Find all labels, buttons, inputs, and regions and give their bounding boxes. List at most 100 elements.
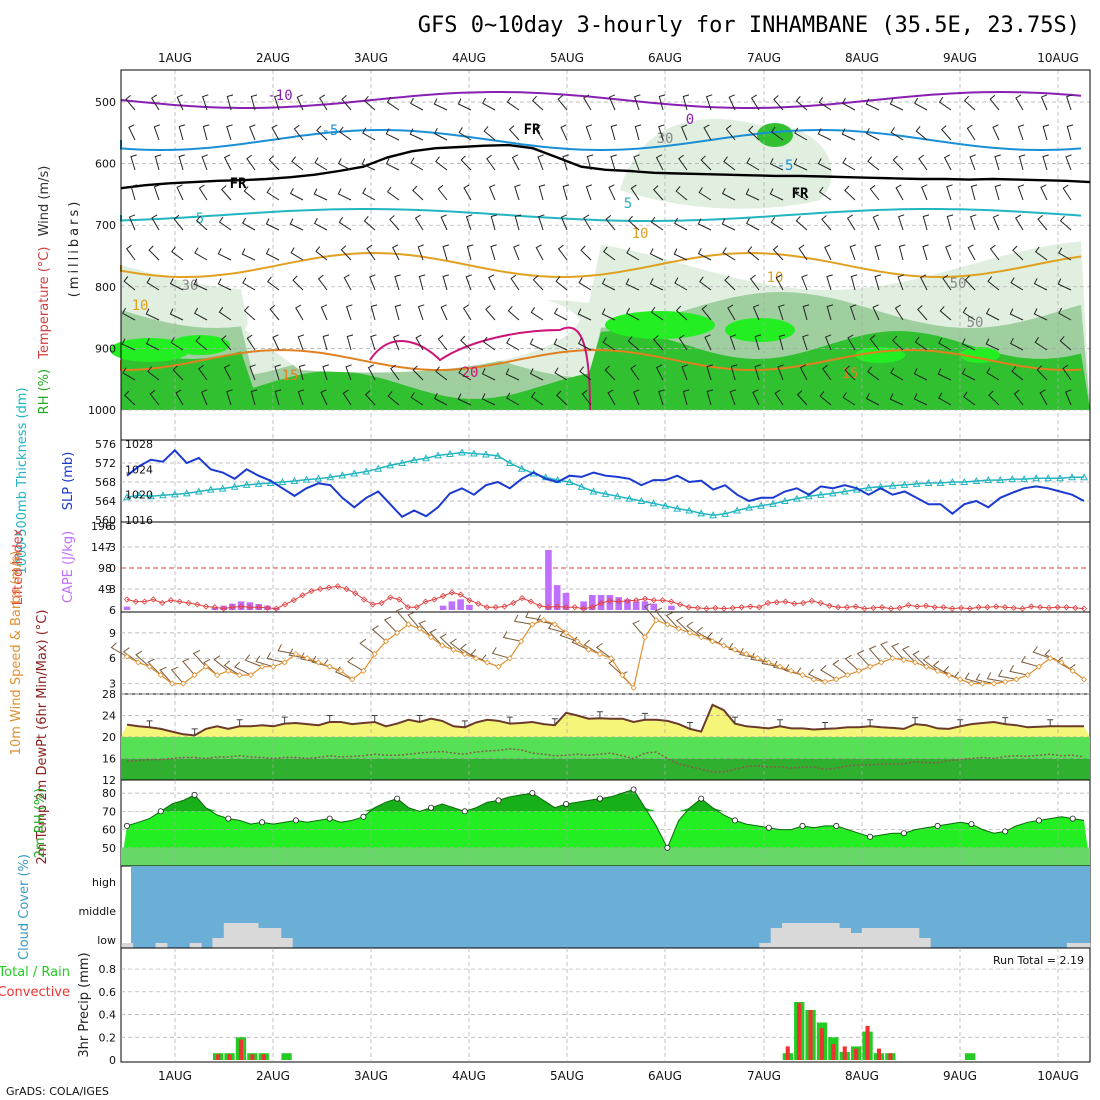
cape-bar xyxy=(457,599,464,610)
low-cloud-bar xyxy=(280,938,293,948)
low-cloud-bar xyxy=(861,928,874,948)
wind-barb xyxy=(1066,124,1074,141)
rh-area-90 xyxy=(960,347,1000,363)
wind-tick-label: 6 xyxy=(109,652,116,665)
wind-barb xyxy=(1011,366,1024,381)
wind-barb xyxy=(531,95,544,111)
surface-wind-barb xyxy=(244,654,263,668)
slp-tick-label: 1016 xyxy=(125,514,153,527)
temp-max-whisker xyxy=(732,716,738,724)
temp-max-whisker xyxy=(1047,719,1054,727)
wind-barb xyxy=(722,247,736,261)
surface-wind-barb xyxy=(880,641,893,659)
li-point xyxy=(773,599,780,606)
wind-barb xyxy=(418,274,426,291)
surface-wind-barb xyxy=(418,620,432,638)
temp-max-whisker xyxy=(326,715,333,722)
temp-max-whisker xyxy=(506,716,513,724)
temp-tick-label: 20 xyxy=(102,731,116,744)
wind-speed-point xyxy=(292,650,299,658)
date-label-bottom: 4AUG xyxy=(452,1069,486,1083)
wind-barb xyxy=(682,94,690,111)
wind-tick-label: 3 xyxy=(109,678,116,691)
top-date-axis: 1AUG 2AUG 3AUG 4AUG 5AUG 6AUG 7AUG 8AUG 9AUG 10AU… xyxy=(158,51,1079,65)
cloud-panel: high middle low Cloud Cover (%) xyxy=(17,854,1091,960)
li-point xyxy=(975,604,982,611)
thickness-point xyxy=(1008,475,1017,483)
low-cloud-bar xyxy=(258,928,270,948)
wind-barb xyxy=(195,336,208,351)
wind-barb xyxy=(608,184,616,201)
surface-wind-barb xyxy=(347,656,364,672)
wind-barb xyxy=(1034,337,1048,351)
wind-speed-point xyxy=(957,676,964,683)
temp-band-12-16 xyxy=(121,758,1090,780)
wind-speed-point xyxy=(765,659,772,666)
low-cloud-bar xyxy=(246,923,259,948)
wind-barb xyxy=(650,216,664,231)
wind-speed-point xyxy=(495,663,502,670)
li-point xyxy=(993,603,1000,610)
wind-speed-point xyxy=(889,655,896,662)
wind-barb xyxy=(921,184,928,201)
li-point xyxy=(1037,604,1044,611)
date-label-top: 4AUG xyxy=(452,51,486,65)
wind-barb xyxy=(1012,245,1024,261)
wind-speed-point xyxy=(236,672,243,679)
wind-barb xyxy=(201,94,209,111)
wind-barb xyxy=(122,307,136,321)
surface-wind-barb xyxy=(334,666,353,680)
li-point xyxy=(123,596,131,603)
wind-barb xyxy=(940,125,952,141)
low-cloud-bar xyxy=(804,923,817,948)
wind-barb xyxy=(394,304,402,321)
li-point xyxy=(1019,605,1026,612)
thickness-point xyxy=(374,464,383,472)
surface-wind-barb xyxy=(868,645,882,663)
li-point xyxy=(150,596,157,603)
surface-wind-barb xyxy=(675,616,691,634)
wind-barb xyxy=(363,95,376,111)
wind-barb xyxy=(769,158,784,171)
wind-barb xyxy=(149,389,160,406)
wind-barb xyxy=(362,187,376,201)
wind-barb xyxy=(821,215,832,231)
li-point xyxy=(281,601,289,608)
wind-speed-point xyxy=(382,638,390,645)
precip-ylabel: 3hr Precip (mm) xyxy=(77,952,92,1057)
wind-barb xyxy=(345,364,352,381)
temp2m-panel: 12 16 20 24 28 2m Temp 2m DewPt (6hr Min/Max… xyxy=(35,610,1091,864)
wind-speed-point xyxy=(1013,676,1020,683)
wind-speed-point xyxy=(123,653,131,660)
wind-barb xyxy=(604,365,616,381)
wind-barb xyxy=(652,335,664,351)
wind-barb xyxy=(433,392,448,406)
li-point xyxy=(843,604,851,611)
contour-label: 10 xyxy=(632,226,649,242)
cape-bar xyxy=(220,605,227,610)
thickness-point xyxy=(194,487,203,495)
wind-barb xyxy=(577,308,592,321)
wind-barb xyxy=(917,305,928,321)
wind-barb xyxy=(1009,308,1024,321)
wind-speed-point xyxy=(990,680,997,687)
wind-barb xyxy=(513,244,520,261)
surface-wind-barb xyxy=(536,614,555,625)
rh2m-panel: 50 60 70 80 2m RH (%) xyxy=(33,779,1091,867)
thickness-point xyxy=(218,484,227,492)
wind-barb xyxy=(514,184,521,201)
temp-area-above-20 xyxy=(121,704,1090,737)
wind-barb xyxy=(865,127,880,141)
precip-yticks: 0 0.2 0.4 0.6 0.8 xyxy=(99,963,117,1067)
cape-bar xyxy=(668,605,675,610)
li-point xyxy=(431,596,438,603)
li-point xyxy=(949,605,956,612)
wind-speed-point xyxy=(157,672,164,679)
wind-barb xyxy=(799,364,808,381)
thickness-point xyxy=(900,480,909,488)
rh-tick-label: 70 xyxy=(102,805,116,818)
wind-speed-point xyxy=(1035,663,1043,670)
wind-speed-point xyxy=(1024,672,1031,679)
wind-barb xyxy=(389,215,400,231)
wind-barb xyxy=(725,124,736,141)
